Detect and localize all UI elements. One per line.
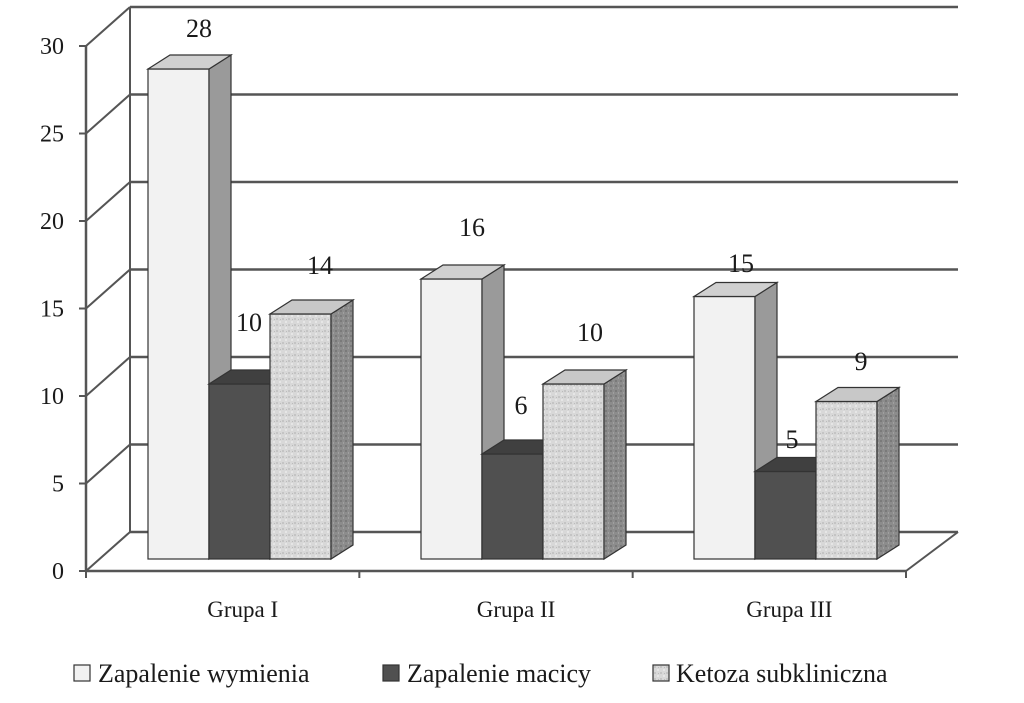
gridline-side [85, 93, 131, 135]
y-tick-label: 15 [40, 297, 64, 323]
bar-top [540, 369, 629, 385]
legend-item: Ketoza subkliniczna [652, 659, 888, 688]
data-label: 6 [515, 391, 528, 420]
y-tick-label: 5 [52, 472, 64, 498]
y-tick-label: 0 [52, 559, 64, 585]
data-label: 14 [307, 251, 333, 280]
legend-swatch [73, 664, 91, 682]
data-label: 10 [236, 308, 262, 337]
bar-side [330, 298, 354, 561]
gridline-side [85, 181, 131, 222]
gridline-side [85, 6, 131, 47]
data-label: 10 [577, 318, 603, 347]
legend-item: Zapalenie macicy [382, 659, 591, 688]
gridline-side [85, 531, 131, 572]
y-tick-label: 25 [40, 122, 64, 148]
bar-top [145, 54, 234, 70]
gridline-side [85, 268, 131, 310]
y-tick-label: 10 [40, 384, 64, 410]
bar-top [691, 281, 780, 298]
bar-front [269, 313, 332, 560]
x-tick-label: Grupa I [207, 597, 278, 622]
bar-side [876, 386, 900, 561]
bar-front [420, 278, 483, 560]
bar-ketoza-subkliniczna [267, 298, 356, 561]
legend-swatch [652, 664, 670, 682]
data-label: 28 [186, 14, 212, 43]
bar-front [481, 453, 544, 560]
labels-layer: 28 10 14 16 6 10 15 5 9 [186, 14, 868, 454]
bar-front [208, 383, 271, 560]
bar-front [542, 383, 605, 560]
legend-label: Zapalenie wymienia [98, 659, 310, 688]
bar-ketoza-subkliniczna [540, 368, 629, 561]
y-tick-label: 20 [40, 209, 64, 235]
bar-front [754, 470, 817, 560]
data-label: 9 [855, 347, 868, 376]
floor-right-edge [905, 531, 959, 572]
x-tick-label: Grupa III [746, 597, 832, 622]
legend-label: Ketoza subkliniczna [676, 659, 888, 688]
axis-layer: 0 5 10 15 20 25 30 Grupa I Grupa II Grupa III [40, 34, 959, 622]
bars-layer [145, 53, 902, 561]
bar-front [147, 68, 210, 560]
y-tick-label: 30 [40, 34, 64, 60]
legend-swatch [382, 664, 400, 682]
legend-label: Zapalenie macicy [407, 659, 591, 688]
legend: Zapalenie wymienia Zapalenie macicy Ketoza… [73, 659, 888, 688]
bar-top [813, 386, 902, 403]
bar-front [815, 400, 878, 560]
bar-front [693, 295, 756, 560]
bar-side [603, 368, 627, 561]
data-label: 16 [459, 213, 485, 242]
bar-top [418, 264, 507, 280]
legend-item: Zapalenie wymienia [73, 659, 310, 688]
x-tick-label: Grupa II [477, 597, 556, 622]
bar-top [267, 299, 356, 315]
bar-ketoza-subkliniczna [813, 386, 902, 561]
gridline-side [85, 443, 131, 485]
gridline-side [85, 356, 131, 397]
data-label: 5 [786, 425, 799, 454]
data-label: 15 [728, 249, 754, 278]
